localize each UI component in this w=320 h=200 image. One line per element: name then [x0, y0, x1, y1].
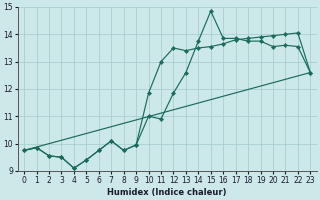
X-axis label: Humidex (Indice chaleur): Humidex (Indice chaleur)	[108, 188, 227, 197]
